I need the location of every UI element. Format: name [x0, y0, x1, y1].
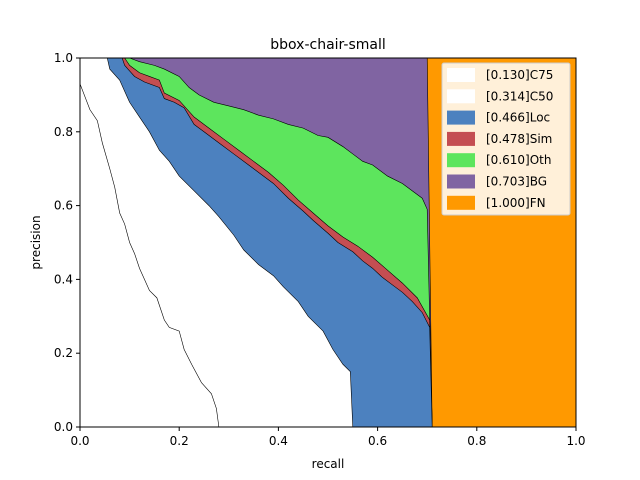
- legend-swatch-oth: [447, 153, 475, 168]
- y-tick-label: 1.0: [54, 51, 73, 65]
- x-tick-label: 0.8: [467, 434, 486, 448]
- legend-label-bg: [0.703]BG: [486, 175, 547, 189]
- series-line-c75: [79, 58, 220, 428]
- y-tick-label: 0.2: [54, 346, 73, 360]
- legend-swatch-bg: [447, 174, 475, 189]
- x-axis-ticks: 0.0 0.2 0.4 0.6 0.8 1.0: [70, 427, 586, 448]
- y-tick-label: 0.6: [54, 199, 73, 213]
- legend: [0.130]C75 [0.314]C50 [0.466]Loc [0.478]Sim…: [441, 62, 571, 216]
- series-line-sim: [80, 57, 433, 428]
- legend-label-c75: [0.130]C75: [486, 68, 553, 82]
- x-tick-label: 0.0: [70, 434, 89, 448]
- y-axis-label: precision: [29, 215, 43, 269]
- x-tick-label: 0.6: [368, 434, 387, 448]
- x-axis-label: recall: [312, 457, 345, 471]
- legend-swatch-sim: [447, 131, 475, 146]
- x-tick-label: 1.0: [566, 434, 585, 448]
- x-tick-label: 0.4: [269, 434, 288, 448]
- legend-label-fn: [1.000]FN: [486, 196, 546, 210]
- legend-swatch-loc: [447, 110, 475, 125]
- legend-label-loc: [0.466]Loc: [486, 111, 550, 125]
- chart-title: bbox-chair-small: [270, 37, 386, 53]
- legend-label-oth: [0.610]Oth: [486, 153, 551, 167]
- series-area-c75: [80, 58, 219, 427]
- plot-frame: [79, 57, 577, 428]
- legend-swatch-c75: [447, 68, 475, 82]
- series-line-oth: [80, 57, 433, 428]
- x-tick-label: 0.2: [170, 434, 189, 448]
- legend-items: [0.130]C75 [0.314]C50 [0.466]Loc [0.478]Sim…: [447, 68, 553, 210]
- legend-label-sim: [0.478]Sim: [486, 132, 552, 146]
- y-tick-label: 0.0: [54, 420, 73, 434]
- legend-label-c50: [0.314]C50: [486, 89, 553, 103]
- legend-swatch-fn: [447, 195, 475, 210]
- series-line-loc: [80, 57, 433, 428]
- y-axis-ticks: 0.0 0.2 0.4 0.6 0.8 1.0: [54, 51, 80, 434]
- legend-swatch-c50: [447, 89, 475, 104]
- series-layer: [79, 57, 577, 428]
- y-tick-label: 0.8: [54, 125, 73, 139]
- series-line-c50: [80, 57, 354, 428]
- y-tick-label: 0.4: [54, 272, 73, 286]
